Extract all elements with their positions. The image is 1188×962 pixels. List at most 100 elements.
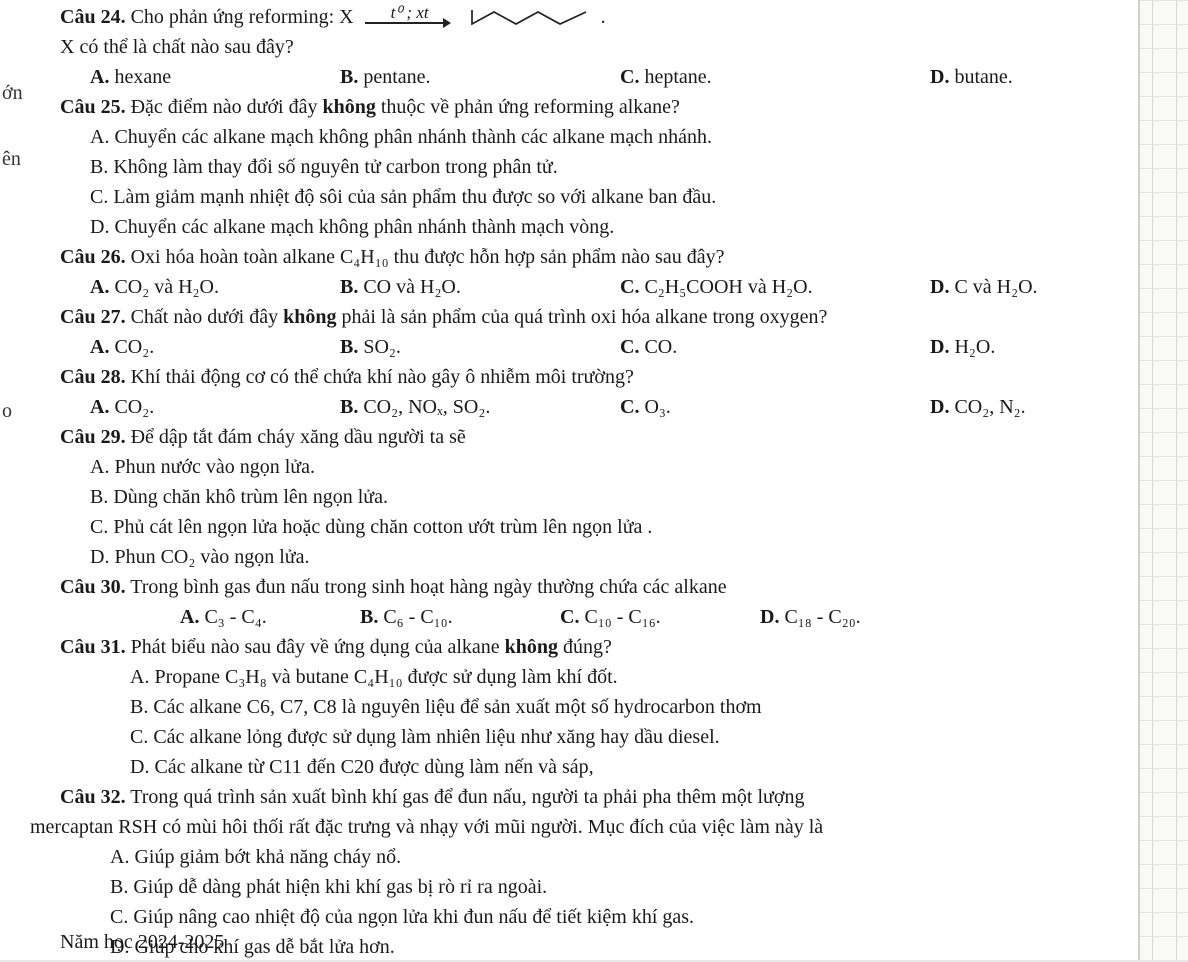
- q31-t1: Phát biểu nào sau đây về ứng dụng của al…: [126, 636, 505, 658]
- q26-A: A.: [90, 272, 109, 302]
- q24-D-text: butane.: [954, 62, 1012, 92]
- q29-D-row: D. Phun CO₂ vào ngọn lửa.: [60, 542, 1098, 572]
- q24-head: Câu 24.: [60, 6, 126, 28]
- page: ớn ên o Câu 24. Cho phản ứng reforming: …: [0, 0, 1138, 960]
- q24-C: C.: [620, 62, 639, 92]
- q30-line: Câu 30. Trong bình gas đun nấu trong sin…: [60, 572, 1098, 602]
- q24-C-text: heptane.: [644, 62, 711, 92]
- q32-C-row: C. Giúp nâng cao nhiệt độ của ngọn lửa k…: [60, 902, 1098, 932]
- q27-A: A.: [90, 332, 109, 362]
- q32-line1: Câu 32. Trong quá trình sản xuất bình kh…: [60, 782, 1098, 812]
- q31-C-text: Các alkane lỏng được sử dụng làm nhiên l…: [153, 726, 719, 748]
- q29-C-text: Phủ cát lên ngọn lửa hoặc dùng chăn cott…: [113, 516, 652, 538]
- q31-B: B.: [130, 696, 148, 718]
- q30-C-text: C₁₀ - C₁₆.: [584, 602, 660, 632]
- q24-dot: .: [601, 6, 606, 28]
- q29-A-text: Phun nước vào ngọn lửa.: [114, 456, 315, 478]
- q27-B-text: SO₂.: [363, 332, 401, 362]
- q29-D: D.: [90, 546, 109, 568]
- q25-C-text: Làm giảm mạnh nhiệt độ sôi của sản phẩm …: [113, 186, 716, 208]
- q32-t1: Trong quá trình sản xuất bình khí gas để…: [126, 786, 805, 808]
- q31-line: Câu 31. Phát biểu nào sau đây về ứng dụn…: [60, 632, 1098, 662]
- q32-A-text: Giúp giảm bớt khả năng cháy nổ.: [134, 846, 401, 868]
- q26-A-text: CO₂ và H₂O.: [114, 272, 219, 302]
- q27-head: Câu 27.: [60, 306, 126, 328]
- q28-A-text: CO₂.: [114, 392, 154, 422]
- q29-B: B.: [90, 486, 108, 508]
- q26-head: Câu 26.: [60, 246, 126, 268]
- q29-text: Để dập tắt đám cháy xăng dầu người ta sẽ: [126, 426, 466, 448]
- q31-C: C.: [130, 726, 148, 748]
- q27-t1: Chất nào dưới đây: [126, 306, 284, 328]
- q24-text1: Cho phản ứng reforming: X: [126, 6, 354, 28]
- q27-D: D.: [930, 332, 949, 362]
- q32-C-text: Giúp nâng cao nhiệt độ của ngọn lửa khi …: [133, 906, 694, 928]
- q32-A-row: A. Giúp giảm bớt khả năng cháy nổ.: [60, 842, 1098, 872]
- q29-line: Câu 29. Để dập tắt đám cháy xăng dầu ngư…: [60, 422, 1098, 452]
- q25-head: Câu 25.: [60, 96, 126, 118]
- q30-A-text: C₃ - C₄.: [204, 602, 266, 632]
- q26-B-text: CO và H₂O.: [363, 272, 461, 302]
- q32-B-text: Giúp dễ dàng phát hiện khi khí gas bị rò…: [133, 876, 547, 898]
- q24-A: A.: [90, 62, 109, 92]
- arrow-label: t⁰ ; xt: [365, 0, 455, 28]
- q26-options: A. CO₂ và H₂O. B. CO và H₂O. C. C₂H₅COOH…: [60, 272, 1098, 302]
- q31-bold: không: [505, 636, 558, 658]
- q25-B-text: Không làm thay đổi số nguyên tử carbon t…: [113, 156, 557, 178]
- q28-D: D.: [930, 392, 949, 422]
- q25-t2: thuộc về phản ứng reforming alkane?: [376, 96, 680, 118]
- q28-C-text: O₃.: [644, 392, 670, 422]
- q30-D-text: C₁₈ - C₂₀.: [784, 602, 860, 632]
- q31-B-text: Các alkane C6, C7, C8 là nguyên liệu để …: [153, 696, 761, 718]
- q30-head: Câu 30.: [60, 576, 126, 598]
- q27-line: Câu 27. Chất nào dưới đây không phải là …: [60, 302, 1098, 332]
- q29-B-row: B. Dùng chăn khô trùm lên ngọn lửa.: [60, 482, 1098, 512]
- q25-C: C.: [90, 186, 108, 208]
- q24-A-text: hexane: [114, 62, 171, 92]
- q25-C-row: C. Làm giảm mạnh nhiệt độ sôi của sản ph…: [60, 182, 1098, 212]
- q25-A-row: A. Chuyển các alkane mạch không phân nhá…: [60, 122, 1098, 152]
- q28-D-text: CO₂, N₂.: [954, 392, 1025, 422]
- q27-A-text: CO₂.: [114, 332, 154, 362]
- q25-bold: không: [323, 96, 376, 118]
- q28-line: Câu 28. Khí thải động cơ có thể chứa khí…: [60, 362, 1098, 392]
- molecule-icon: [466, 6, 601, 28]
- q25-line: Câu 25. Đặc điểm nào dưới đây không thuộ…: [60, 92, 1098, 122]
- q30-text: Trong bình gas đun nấu trong sinh hoạt h…: [126, 576, 727, 598]
- margin-en: ên: [2, 148, 21, 171]
- q24-line1: Câu 24. Cho phản ứng reforming: X t⁰ ; x…: [60, 0, 1098, 32]
- q25-D-text: Chuyển các alkane mạch không phân nhánh …: [114, 216, 614, 238]
- reaction-arrow: t⁰ ; xt: [365, 4, 455, 32]
- q29-A: A.: [90, 456, 109, 478]
- q25-D-row: D. Chuyển các alkane mạch không phân nhá…: [60, 212, 1098, 242]
- q28-A: A.: [90, 392, 109, 422]
- q27-B: B.: [340, 332, 358, 362]
- q28-B: B.: [340, 392, 358, 422]
- q31-A: A.: [130, 666, 149, 688]
- q27-C: C.: [620, 332, 639, 362]
- q24-D: D.: [930, 62, 949, 92]
- q31-B-row: B. Các alkane C6, C7, C8 là nguyên liệu …: [60, 692, 1098, 722]
- q28-options: A. CO₂. B. CO₂, NOₓ, SO₂. C. O₃. D. CO₂,…: [60, 392, 1098, 422]
- q27-C-text: CO.: [644, 332, 677, 362]
- q25-A: A.: [90, 126, 109, 148]
- q31-C-row: C. Các alkane lỏng được sử dụng làm nhiê…: [60, 722, 1098, 752]
- q30-D: D.: [760, 602, 779, 632]
- q31-D-row: D. Các alkane từ C11 đến C20 được dùng l…: [60, 752, 1098, 782]
- q27-bold: không: [283, 306, 336, 328]
- q26-D: D.: [930, 272, 949, 302]
- q29-C: C.: [90, 516, 108, 538]
- q32-A: A.: [110, 846, 129, 868]
- q31-A-text: Propane C₃H₈ và butane C₄H₁₀ được sử dụn…: [154, 666, 617, 688]
- notebook-edge: [1138, 0, 1188, 960]
- q28-head: Câu 28.: [60, 366, 126, 388]
- q32-C: C.: [110, 906, 128, 928]
- q32-head: Câu 32.: [60, 786, 126, 808]
- q29-C-row: C. Phủ cát lên ngọn lửa hoặc dùng chăn c…: [60, 512, 1098, 542]
- q26-B: B.: [340, 272, 358, 302]
- q30-B-text: C₆ - C₁₀.: [383, 602, 452, 632]
- q25-B: B.: [90, 156, 108, 178]
- footer-year: Năm học 2024-2025: [60, 931, 224, 954]
- q25-A-text: Chuyển các alkane mạch không phân nhánh …: [114, 126, 712, 148]
- q30-A: A.: [180, 602, 199, 632]
